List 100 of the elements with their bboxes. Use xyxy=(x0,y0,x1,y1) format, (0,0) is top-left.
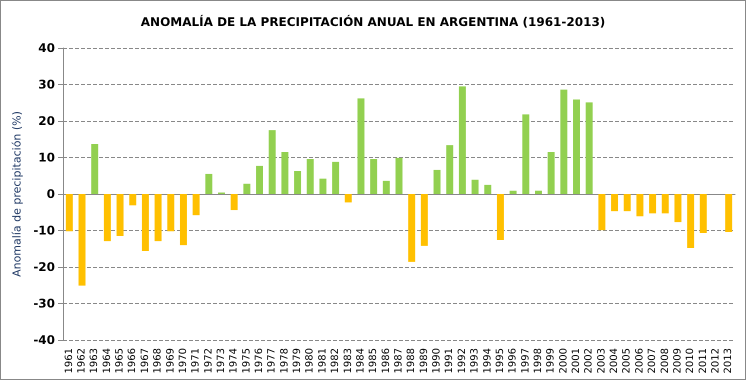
x-tick-label: 1962 xyxy=(76,348,88,374)
bar xyxy=(484,184,492,194)
x-tick-label: 1974 xyxy=(228,348,240,374)
x-tick-label: 1976 xyxy=(254,348,266,374)
bar xyxy=(319,178,326,194)
bar xyxy=(408,194,416,262)
bar xyxy=(472,180,479,194)
x-tick-label: 1965 xyxy=(114,348,126,374)
x-tick-label: 1987 xyxy=(394,348,404,374)
x-tick-label: 1996 xyxy=(508,348,519,374)
bar xyxy=(243,184,250,194)
x-tick-label: 2008 xyxy=(660,348,671,374)
x-tick-label: 1964 xyxy=(102,348,113,374)
x-tick-label: 1961 xyxy=(64,348,75,374)
x-tick-label: 1979 xyxy=(292,348,304,374)
y-tick-label: -40 xyxy=(33,333,55,347)
bar xyxy=(560,90,568,194)
bar xyxy=(180,194,187,246)
x-tick-label: 1982 xyxy=(330,348,342,374)
x-tick-label: 2001 xyxy=(571,348,582,374)
x-tick-label: 1978 xyxy=(279,348,290,374)
x-tick-label: 1991 xyxy=(444,348,456,374)
bar xyxy=(420,194,428,246)
x-tick-label: 1986 xyxy=(380,348,392,374)
x-tick-label: 1988 xyxy=(406,348,418,374)
bar xyxy=(510,190,517,194)
x-tick-label: 2005 xyxy=(622,348,633,374)
x-tick-label: 1966 xyxy=(127,348,138,374)
bar xyxy=(573,99,580,194)
x-tick-label: 1997 xyxy=(520,348,532,374)
bar xyxy=(662,194,669,214)
bar xyxy=(624,194,631,212)
x-tick-label: 1975 xyxy=(241,348,252,374)
x-tick-label: 2010 xyxy=(685,348,696,374)
bar xyxy=(154,194,162,242)
x-tick-label: 1999 xyxy=(546,348,557,374)
bar xyxy=(522,114,530,194)
x-tick-label: 2009 xyxy=(672,348,684,374)
y-tick-label: 0 xyxy=(46,187,55,201)
x-tick-label: 2003 xyxy=(596,348,608,374)
x-tick-label: 1992 xyxy=(456,348,468,374)
bar xyxy=(446,145,454,194)
x-tick-label: 1983 xyxy=(342,348,354,374)
y-tick-label: -10 xyxy=(33,224,55,238)
x-tick-label: 1970 xyxy=(178,348,189,374)
x-tick-label: 2012 xyxy=(710,348,722,374)
bar xyxy=(382,180,390,194)
x-tick-label: 2011 xyxy=(698,348,709,374)
y-tick-label: -30 xyxy=(33,296,55,310)
bar xyxy=(534,190,542,194)
bar xyxy=(268,130,276,194)
bar xyxy=(167,194,174,232)
bar xyxy=(256,166,264,194)
bar xyxy=(434,170,441,194)
x-tick-label: 2007 xyxy=(647,348,658,374)
x-tick-label: 1968 xyxy=(152,348,164,374)
bar xyxy=(104,194,111,242)
bar xyxy=(496,194,504,240)
x-tick-label: 1995 xyxy=(494,348,506,374)
bar xyxy=(396,158,402,194)
bar xyxy=(586,102,593,194)
x-tick-label: 2002 xyxy=(584,348,595,374)
y-tick-label: 10 xyxy=(38,150,55,164)
x-tick-label: 1994 xyxy=(482,348,494,374)
x-tick-label: 2000 xyxy=(558,348,570,374)
bar xyxy=(332,162,340,194)
y-tick-label: 30 xyxy=(38,78,55,92)
bar xyxy=(357,98,364,194)
bar xyxy=(306,158,314,194)
x-tick-label: 1989 xyxy=(418,348,430,374)
bar xyxy=(142,194,149,251)
bar xyxy=(344,194,352,202)
bar xyxy=(700,194,707,234)
x-tick-label: 1971 xyxy=(190,348,202,374)
bar xyxy=(281,152,288,194)
y-tick-label: 20 xyxy=(38,114,55,128)
y-tick-label: 40 xyxy=(38,41,55,55)
y-tick-label: -20 xyxy=(33,260,55,274)
x-tick-label: 2004 xyxy=(609,348,620,374)
x-tick-label: 1990 xyxy=(432,348,443,374)
x-tick-label: 1973 xyxy=(216,348,227,374)
bar xyxy=(91,144,98,194)
bar xyxy=(687,194,694,248)
bar xyxy=(192,194,200,216)
y-axis-title: Anomalía de precipitación (%) xyxy=(10,111,24,277)
x-tick-label: 1969 xyxy=(165,348,176,374)
x-tick-label: 1963 xyxy=(89,348,100,374)
bar xyxy=(78,194,86,286)
x-tick-label: 1972 xyxy=(203,348,214,374)
bar xyxy=(611,194,618,212)
x-tick-label: 1985 xyxy=(368,348,380,374)
bar xyxy=(674,194,682,222)
x-tick-label: 2006 xyxy=(634,348,646,374)
x-tick-label: 1998 xyxy=(532,348,544,374)
bar xyxy=(598,194,606,230)
bar xyxy=(66,194,73,232)
bar xyxy=(294,171,302,194)
bar xyxy=(205,174,212,194)
x-tick-label: 1967 xyxy=(140,348,151,374)
bar xyxy=(636,194,644,216)
